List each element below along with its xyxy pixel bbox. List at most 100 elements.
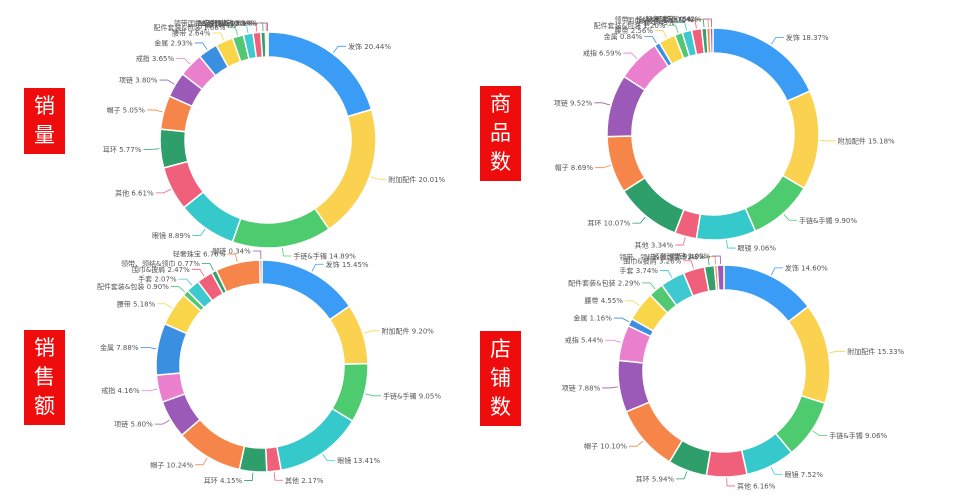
label-leader-line [157,303,173,309]
slice-label: 附加配件 9.20% [381,326,434,335]
slice-label: 项链 7.88% [562,383,601,392]
slice-label: 手链&手镯 9.06% [829,431,887,440]
label-leader-line [370,176,387,180]
label-leader-line [259,22,268,32]
label-leader-line [659,270,673,278]
slice-label: 手链&手镯 14.89% [293,251,356,260]
label-leader-line [783,213,798,221]
donut-slice [716,264,725,291]
slice-label: 其他 6.16% [737,481,776,490]
slice-label: 脚链 1.03% [672,252,711,261]
slice-label: 领带、领结&领巾 1.51% [619,253,698,262]
label-leader-line [726,477,735,487]
slice-label: 耳环 5.77% [103,146,142,154]
label-leader-line [311,263,324,272]
donut-slice [787,305,831,405]
slice-label: 戒指 4.16% [101,386,140,395]
slice-label: 腰带 2.64% [172,30,211,38]
label-leader-line [176,57,191,65]
sales-volume-tag: 销量 [24,88,65,154]
label-leader-line [726,240,736,249]
label-leader-line [644,35,657,44]
slice-label: 项链 9.52% [554,98,593,107]
label-leader-line [212,32,225,41]
slice-label: 配件套装&包装 0.90% [97,282,169,291]
label-leader-line [683,260,694,269]
slice-label: 领带、领结&领巾 0.75% [614,15,693,24]
slice-label: 脚链 0.42% [663,15,702,24]
label-leader-line [170,286,185,293]
slice-label: 轻奢珠宝 0.54% [646,15,699,24]
label-leader-line [623,52,638,59]
label-leader-line [154,419,170,425]
donut-slice [625,401,684,463]
label-leader-line [194,42,208,50]
label-leader-line [829,350,846,354]
slice-label: 围巾&披肩 1.54% [627,16,685,25]
label-leader-line [602,386,619,389]
label-leader-line [687,19,697,29]
label-leader-line [613,317,630,323]
label-leader-line [281,247,292,257]
slice-label: 附加配件 20.01% [388,175,445,184]
slice-label: 轻奢珠宝 0.24% [204,19,257,28]
label-leader-line [238,24,249,33]
label-leader-line [624,300,640,306]
slice-label: 金属 1.16% [573,314,612,323]
label-leader-line [703,18,712,28]
slice-label: 金属 0.84% [604,32,643,41]
slice-label: 腰带 5.18% [117,300,156,308]
label-leader-line [605,339,622,343]
slice-label: 脚链 0.34% [212,247,251,256]
label-leader-line [252,250,262,260]
slice-label: 戒指 6.59% [583,49,622,58]
label-leader-line [201,263,214,271]
slice-label: 其他 3.34% [635,241,674,250]
slice-label: 眼镜 9.06% [738,244,777,253]
sales-amount-tag: 销售额 [24,330,65,425]
slice-label: 眼镜 7.52% [785,470,824,479]
label-leader-line [273,472,284,481]
slice-label: 其他 2.17% [285,476,324,485]
label-leader-line [155,188,171,194]
slice-label: 配件套装&包装 1.20% [594,21,666,30]
slice-label: 手套 3.74% [619,266,658,275]
slice-label: 耳环 4.15% [204,477,243,485]
slice-label: 围巾&披肩 1.15% [188,19,246,28]
label-leader-line [642,282,656,290]
label-leader-line [178,278,193,286]
label-leader-line [712,255,721,265]
slice-label: 配件套装&包装 1.66% [154,23,226,32]
label-leader-line [140,347,157,350]
label-leader-line [675,237,686,246]
donut-slice [705,449,748,478]
slice-label: 手套 1.43% [636,18,675,27]
label-leader-line [771,37,784,45]
slice-label: 脚链 0.14% [219,19,258,28]
slice-label: 配件套装&包装 2.29% [568,278,640,287]
label-leader-line [628,440,644,447]
label-leader-line [143,148,160,150]
label-leader-line [146,109,163,113]
slice-label: 发饰 14.60% [785,263,828,272]
store-count-tag: 店铺数 [480,331,521,426]
slice-label: 耳环 10.07% [587,220,630,228]
slice-label: 领带、领结&领巾 0.69% [174,19,253,28]
label-leader-line [227,27,239,36]
slice-label: 领带、领结&领巾 0.77% [121,259,200,268]
label-leader-line [227,253,238,263]
slice-label: 耳环 5.94% [636,475,675,483]
slice-label: 手套 1.44% [198,20,237,29]
slice-label: 围巾&披肩 3.26% [623,256,681,265]
label-leader-line [244,472,254,481]
slice-label: 手链&手镯 9.90% [799,216,857,225]
label-leader-line [771,267,783,276]
slice-label: 帽子 10.24% [150,460,193,469]
label-leader-line [676,22,688,31]
label-leader-line [676,471,688,480]
label-leader-line [192,228,206,236]
label-leader-line [770,466,783,475]
